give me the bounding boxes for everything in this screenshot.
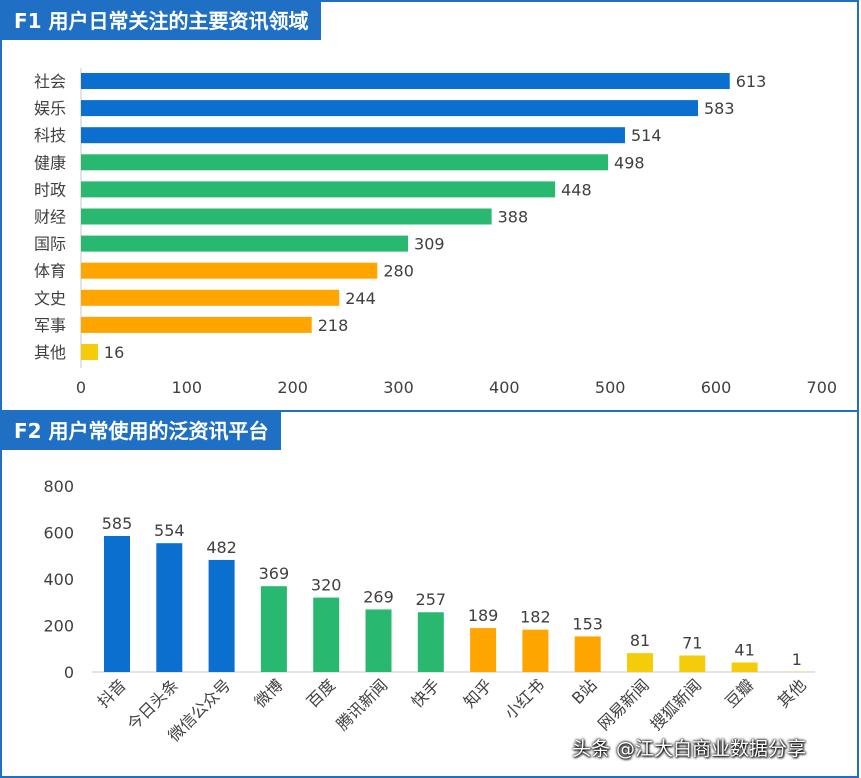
- chart2-y-tick: 0: [64, 663, 74, 682]
- chart2-bar: [470, 628, 497, 672]
- chart2-y-tick: 400: [43, 570, 74, 589]
- chart1-category-label: 时政: [34, 180, 66, 199]
- chart2-data-label: 153: [572, 614, 603, 633]
- chart2-data-label: 369: [259, 564, 290, 583]
- chart-panel-2: F2 用户常使用的泛资讯平台: [0, 410, 859, 778]
- chart1-bar: [81, 181, 556, 198]
- chart1-x-tick: 100: [172, 378, 203, 397]
- chart2-y-tick: 600: [43, 524, 74, 543]
- chart2-data-label: 269: [363, 587, 394, 606]
- chart1-data-label: 16: [104, 343, 124, 362]
- chart-panel-1: F1 用户日常关注的主要资讯领域: [0, 0, 859, 412]
- chart2-title: F2 用户常使用的泛资讯平台: [2, 412, 281, 450]
- chart2-data-label: 482: [206, 538, 237, 557]
- chart1-bar: [81, 154, 609, 171]
- chart2-data-label: 182: [520, 608, 551, 627]
- chart1-bar: [81, 289, 340, 306]
- chart1-category-label: 其他: [34, 343, 66, 362]
- chart1-category-label: 娱乐: [34, 99, 66, 118]
- chart2-data-label: 41: [734, 640, 754, 659]
- chart1-bar: [81, 100, 699, 117]
- chart2-data-label: 189: [468, 606, 499, 625]
- chart2-data-label: 81: [630, 631, 650, 650]
- chart2-y-tick: 200: [43, 617, 74, 636]
- chart2-bar: [313, 597, 340, 672]
- chart1-category-label: 文史: [34, 289, 66, 308]
- chart1-category-label: 科技: [34, 126, 66, 145]
- chart2-category-label: 快手: [408, 675, 444, 711]
- chart1-x-tick: 700: [807, 378, 838, 397]
- chart1-data-label: 583: [704, 99, 735, 118]
- chart1-x-tick: 500: [595, 378, 626, 397]
- chart1-data-label: 218: [318, 316, 349, 335]
- chart2-bar: [679, 655, 706, 672]
- chart1-data-label: 309: [414, 235, 445, 254]
- chart2-bar: [417, 612, 444, 672]
- watermark: 头条 @江大白商业数据分享: [572, 738, 807, 760]
- chart2-category-label: B站: [568, 675, 601, 708]
- chart1-x-tick: 0: [76, 378, 86, 397]
- chart1-category-label: 国际: [34, 235, 66, 254]
- chart2-plot: 0200400600800585抖音554今日头条482微信公众号369微博32…: [43, 477, 815, 745]
- chart1-data-label: 448: [561, 180, 592, 199]
- chart2-category-label: 小红书: [501, 675, 548, 722]
- chart1-data-label: 514: [631, 126, 662, 145]
- chart2-bar: [522, 629, 549, 672]
- chart2-bar: [156, 543, 183, 672]
- chart2-bar: [260, 586, 287, 672]
- chart2-bar: [365, 609, 392, 672]
- chart2-category-label: 豆瓣: [721, 675, 757, 711]
- chart1-bar: [81, 316, 312, 333]
- chart1-data-label: 613: [736, 72, 767, 91]
- chart2-bar: [574, 636, 601, 672]
- chart1-bar: [81, 235, 409, 252]
- chart2-data-label: 320: [311, 576, 342, 595]
- chart1-x-tick: 600: [701, 378, 732, 397]
- chart1-title: F1 用户日常关注的主要资讯领域: [2, 2, 321, 40]
- chart1-category-label: 军事: [34, 316, 66, 335]
- chart2-category-label: 微博: [251, 675, 287, 711]
- chart1-bar: [81, 73, 730, 89]
- chart2-bar: [627, 653, 653, 672]
- chart1-x-tick: 300: [383, 378, 414, 397]
- chart2-bar: [731, 662, 758, 672]
- chart1-bar: [81, 127, 625, 144]
- chart1-category-label: 财经: [34, 208, 66, 227]
- chart1-bar: [81, 344, 98, 360]
- chart1-x-tick: 200: [277, 378, 308, 397]
- chart1-category-label: 社会: [34, 72, 66, 91]
- chart1-category-label: 体育: [34, 262, 66, 281]
- chart2-data-label: 554: [154, 521, 185, 540]
- chart2-category-label: 百度: [303, 675, 339, 711]
- chart2-category-label: 知乎: [460, 675, 496, 711]
- chart2-category-label: 网易新闻: [594, 675, 653, 734]
- chart1-bar: [81, 262, 378, 279]
- chart1-data-label: 244: [345, 289, 376, 308]
- chart2-bar: [104, 535, 130, 672]
- chart1-data-label: 388: [498, 208, 529, 227]
- chart2-data-label: 585: [102, 514, 133, 533]
- chart1-data-label: 498: [614, 153, 645, 172]
- chart2-category-label: 抖音: [94, 675, 130, 711]
- chart1-category-label: 健康: [34, 153, 66, 172]
- chart2-y-tick: 800: [43, 477, 74, 496]
- chart1-x-tick: 400: [489, 378, 520, 397]
- chart1-bar: [81, 208, 492, 225]
- chart2-data-label: 1: [792, 650, 802, 669]
- chart1-plot: 社会 613 娱乐 583 科技 514 健康 498 时政 448 财经 388 国际 309 体育 280…: [34, 68, 838, 397]
- chart2-data-label: 71: [682, 633, 702, 652]
- chart2-bar: [208, 559, 235, 672]
- chart2-data-label: 257: [416, 590, 447, 609]
- chart2-category-label: 其他: [774, 675, 810, 711]
- chart1-data-label: 280: [383, 262, 414, 281]
- chart2-category-label: 搜狐新闻: [646, 675, 705, 734]
- chart2-category-label: 腾讯新闻: [333, 675, 392, 734]
